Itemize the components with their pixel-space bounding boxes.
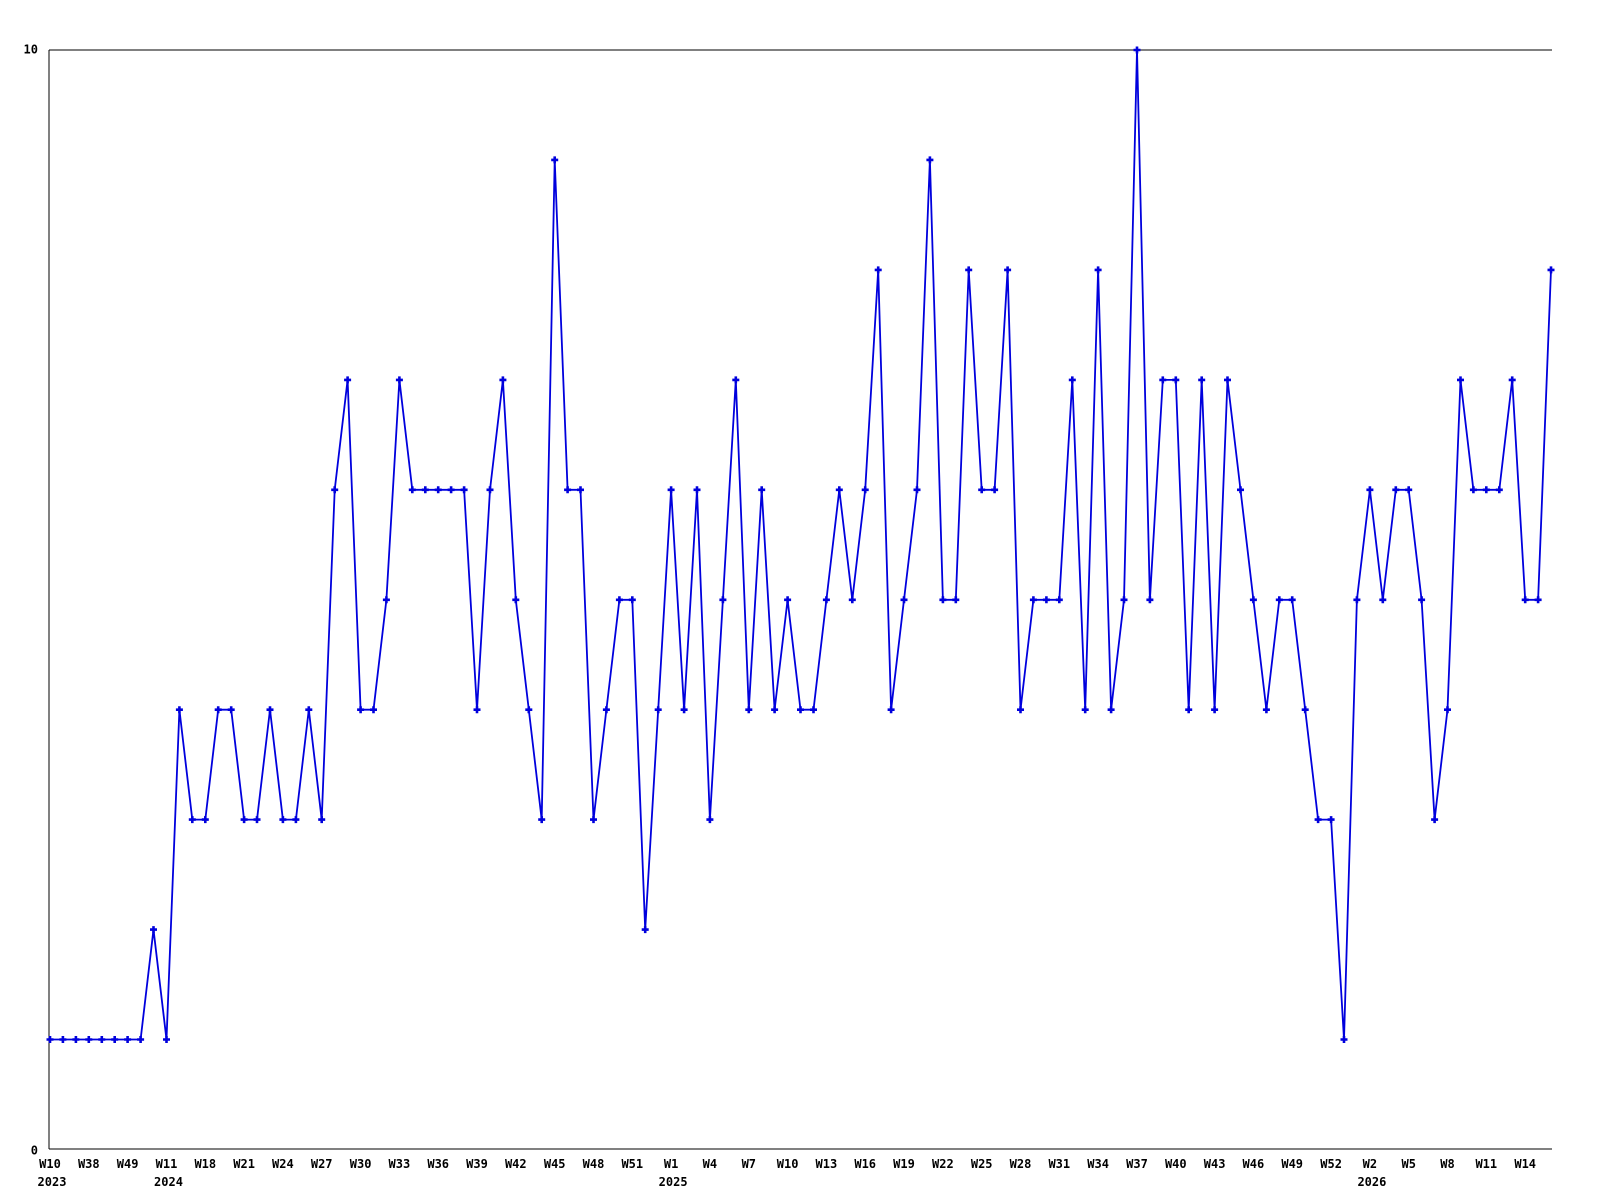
x-tick-label: W36 bbox=[427, 1157, 449, 1171]
x-tick-label: W48 bbox=[583, 1157, 605, 1171]
x-tick-label: W51 bbox=[621, 1157, 643, 1171]
x-tick-label: W33 bbox=[389, 1157, 411, 1171]
x-tick-label: W16 bbox=[854, 1157, 876, 1171]
x-tick-label: W10 bbox=[777, 1157, 799, 1171]
x-tick-label: W10 bbox=[39, 1157, 61, 1171]
x-axis-year-labels: 2023 2024 2025 2026 bbox=[38, 1175, 1387, 1189]
data-point-markers bbox=[46, 46, 1555, 1043]
x-tick-label: W30 bbox=[350, 1157, 372, 1171]
x-tick-label: W5 bbox=[1401, 1157, 1415, 1171]
x-tick-label: W19 bbox=[893, 1157, 915, 1171]
x-tick-label: W18 bbox=[194, 1157, 216, 1171]
x-tick-label: W25 bbox=[971, 1157, 993, 1171]
x-tick-label: W49 bbox=[1281, 1157, 1303, 1171]
x-tick-label: W27 bbox=[311, 1157, 333, 1171]
x-tick-label: W49 bbox=[117, 1157, 139, 1171]
x-tick-label: W46 bbox=[1243, 1157, 1265, 1171]
x-tick-label: W21 bbox=[233, 1157, 255, 1171]
y-tick-label: 0 bbox=[31, 1144, 38, 1158]
x-tick-label: W11 bbox=[156, 1157, 178, 1171]
x-tick-label: W14 bbox=[1514, 1157, 1536, 1171]
x-tick-label: W43 bbox=[1204, 1157, 1226, 1171]
x-tick-label: W42 bbox=[505, 1157, 527, 1171]
x-tick-label: W34 bbox=[1087, 1157, 1109, 1171]
year-label: 2023 bbox=[38, 1175, 67, 1189]
x-tick-label: W8 bbox=[1440, 1157, 1454, 1171]
x-tick-label: W7 bbox=[742, 1157, 756, 1171]
x-tick-label: W24 bbox=[272, 1157, 294, 1171]
x-tick-label: W40 bbox=[1165, 1157, 1187, 1171]
x-tick-label: W45 bbox=[544, 1157, 566, 1171]
y-axis-labels: 0 10 bbox=[24, 43, 38, 1158]
x-tick-label: W22 bbox=[932, 1157, 954, 1171]
data-line bbox=[50, 49, 1552, 1041]
year-label: 2024 bbox=[154, 1175, 183, 1189]
x-tick-label: W4 bbox=[703, 1157, 717, 1171]
x-axis-labels: W10 W38 W49 W11 W18 W21 W24 W27 W30 W33 W36 W39 W42 W… bbox=[39, 1157, 1536, 1171]
x-tick-label: W31 bbox=[1048, 1157, 1070, 1171]
x-tick-label: W52 bbox=[1320, 1157, 1342, 1171]
year-label: 2026 bbox=[1357, 1175, 1386, 1189]
x-tick-label: W2 bbox=[1363, 1157, 1377, 1171]
plot-frame bbox=[48, 49, 1552, 1150]
x-tick-label: W1 bbox=[664, 1157, 678, 1171]
x-tick-label: W28 bbox=[1010, 1157, 1032, 1171]
x-tick-label: W38 bbox=[78, 1157, 100, 1171]
x-tick-label: W37 bbox=[1126, 1157, 1148, 1171]
x-tick-label: W39 bbox=[466, 1157, 488, 1171]
y-tick-label: 10 bbox=[24, 43, 38, 57]
year-label: 2025 bbox=[659, 1175, 688, 1189]
x-tick-label: W11 bbox=[1475, 1157, 1497, 1171]
x-tick-label: W13 bbox=[816, 1157, 838, 1171]
